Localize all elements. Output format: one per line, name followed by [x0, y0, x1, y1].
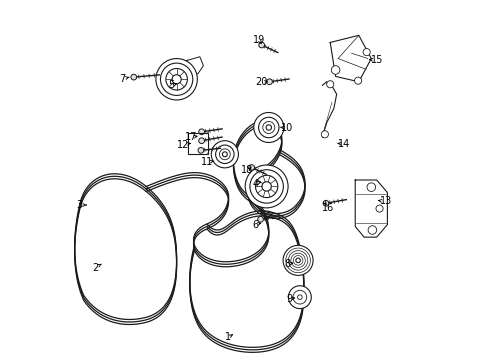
Circle shape [198, 148, 203, 153]
Text: 2: 2 [92, 262, 98, 273]
Circle shape [165, 68, 187, 90]
Circle shape [198, 138, 204, 144]
Circle shape [258, 42, 264, 48]
Circle shape [258, 117, 279, 138]
Circle shape [366, 183, 375, 192]
Text: 10: 10 [281, 123, 293, 133]
Circle shape [156, 59, 197, 100]
Circle shape [297, 295, 302, 300]
Text: 9: 9 [285, 294, 292, 303]
Circle shape [211, 141, 238, 168]
Circle shape [244, 165, 287, 208]
Text: 1: 1 [225, 332, 231, 342]
Circle shape [131, 74, 136, 80]
Circle shape [222, 152, 227, 157]
Circle shape [323, 201, 328, 206]
Text: 20: 20 [255, 77, 267, 87]
Circle shape [172, 75, 181, 84]
Circle shape [283, 246, 312, 275]
Circle shape [288, 286, 311, 309]
Circle shape [198, 129, 204, 135]
Circle shape [262, 121, 274, 134]
Circle shape [290, 253, 305, 267]
Text: 7: 7 [119, 74, 125, 84]
Text: 13: 13 [379, 197, 391, 206]
Polygon shape [182, 57, 203, 76]
Text: 16: 16 [322, 203, 334, 212]
Text: 5: 5 [168, 80, 174, 90]
Text: 8: 8 [284, 259, 290, 269]
Text: 17: 17 [185, 132, 198, 142]
Circle shape [354, 77, 361, 84]
Text: 6: 6 [252, 220, 258, 230]
Circle shape [215, 145, 234, 163]
Circle shape [288, 251, 307, 270]
Circle shape [266, 79, 272, 85]
Circle shape [293, 256, 302, 265]
Circle shape [363, 49, 369, 56]
Circle shape [255, 175, 277, 198]
Circle shape [285, 248, 310, 273]
Circle shape [257, 216, 263, 222]
Circle shape [331, 66, 339, 74]
Text: 19: 19 [252, 35, 264, 45]
Text: 18: 18 [241, 165, 253, 175]
Circle shape [253, 112, 283, 143]
Text: 14: 14 [338, 139, 350, 149]
Text: 3: 3 [76, 200, 82, 210]
Circle shape [375, 205, 382, 212]
Circle shape [249, 170, 283, 203]
Polygon shape [329, 35, 370, 82]
Circle shape [292, 290, 306, 304]
Circle shape [219, 149, 230, 160]
Circle shape [248, 165, 254, 170]
Text: 12: 12 [177, 140, 189, 150]
Circle shape [367, 226, 376, 234]
Circle shape [262, 182, 271, 191]
Text: 15: 15 [370, 55, 382, 65]
Text: 4: 4 [252, 179, 258, 189]
Polygon shape [322, 82, 336, 137]
Circle shape [326, 81, 333, 88]
Circle shape [295, 258, 300, 263]
Circle shape [265, 125, 271, 130]
Circle shape [321, 131, 328, 138]
Text: 11: 11 [201, 157, 213, 167]
Circle shape [160, 63, 192, 95]
Polygon shape [354, 180, 386, 237]
